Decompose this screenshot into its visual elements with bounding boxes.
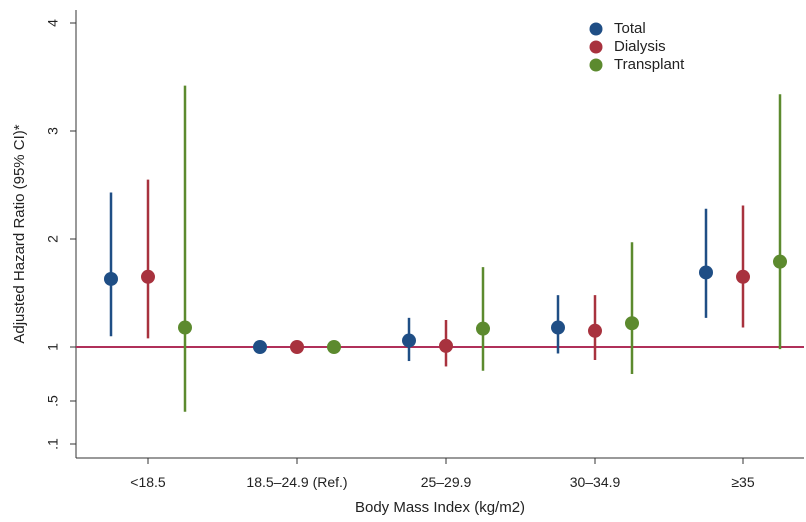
x-tick-label: 18.5–24.9 (Ref.)	[246, 474, 347, 490]
legend-marker-dialysis	[589, 40, 603, 54]
plot-marks	[104, 85, 787, 412]
axes	[75, 10, 804, 459]
point-total	[402, 333, 416, 348]
y-tick-label: .5	[45, 395, 61, 407]
point-dialysis	[439, 338, 453, 353]
point-dialysis	[141, 269, 155, 284]
point-total	[699, 265, 713, 280]
x-tick-label: ≥35	[731, 474, 754, 490]
point-total	[253, 340, 267, 354]
point-dialysis	[736, 269, 750, 284]
y-tick-label: 1	[45, 343, 61, 351]
point-transplant	[773, 254, 787, 269]
point-transplant	[327, 340, 341, 354]
y-tick-label: 4	[45, 19, 61, 27]
x-ticks: <18.5 18.5–24.9 (Ref.) 25–29.9 30–34.9 ≥35	[130, 458, 755, 490]
point-transplant	[178, 320, 192, 335]
point-dialysis	[588, 323, 602, 338]
legend-label-transplant: Transplant	[614, 56, 685, 73]
y-axis-title: Adjusted Hazard Ratio (95% CI)*	[11, 124, 28, 343]
y-ticks: .1 .5 1 2 3 4	[45, 19, 76, 450]
legend-marker-total	[589, 22, 603, 36]
y-tick-label: 2	[45, 235, 61, 243]
legend-marker-transplant	[589, 58, 603, 72]
x-tick-label: 25–29.9	[421, 474, 472, 490]
x-axis-title: Body Mass Index (kg/m2)	[355, 499, 525, 516]
point-transplant	[476, 321, 490, 336]
point-total	[104, 271, 118, 286]
y-tick-label: .1	[45, 438, 61, 450]
x-tick-label: <18.5	[130, 474, 166, 490]
point-total	[551, 320, 565, 335]
y-tick-label: 3	[45, 127, 61, 135]
x-tick-label: 30–34.9	[570, 474, 621, 490]
point-dialysis	[290, 340, 304, 354]
legend-label-dialysis: Dialysis	[614, 38, 666, 55]
legend-label-total: Total	[614, 20, 646, 37]
point-transplant	[625, 316, 639, 331]
